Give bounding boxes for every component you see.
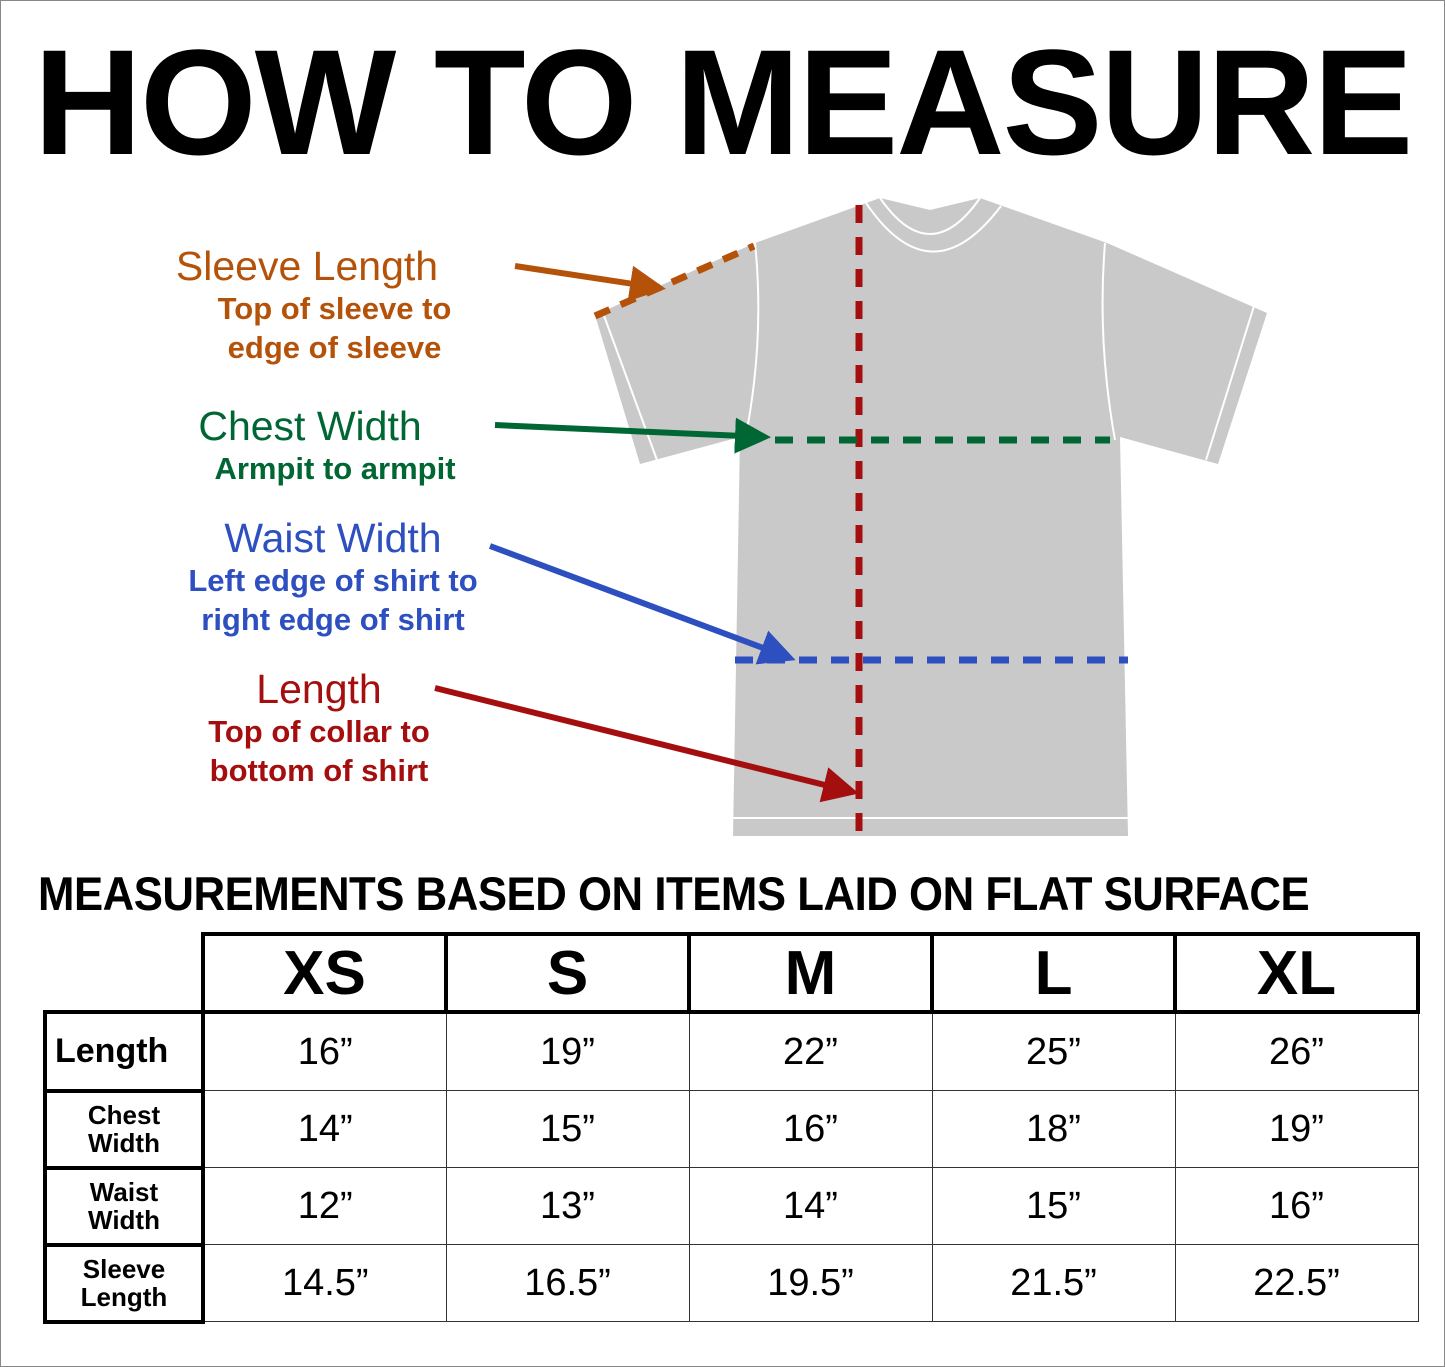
chest-arrow: [494, 417, 771, 454]
cell: 16”: [202, 1011, 447, 1091]
size-header: M: [687, 932, 934, 1014]
shirt-body: [595, 198, 1267, 836]
row-label: Waist Width: [43, 1165, 205, 1247]
size-header-row: XS S M L XL: [45, 932, 1420, 1014]
length-arrow: [434, 685, 859, 803]
length-label: Length Top of collar to bottom of shirt: [208, 666, 430, 788]
cell: 14”: [688, 1167, 933, 1245]
table-row: Chest Width 14” 15” 16” 18” 19”: [43, 1088, 1419, 1170]
size-header: XL: [1173, 932, 1420, 1014]
cell: 19”: [445, 1011, 690, 1091]
cell: 14.5”: [202, 1244, 447, 1322]
cell: 15”: [445, 1090, 690, 1168]
cell: 19.5”: [688, 1244, 933, 1322]
row-label: Length: [43, 1010, 205, 1093]
page-title: HOW TO MEASURE: [33, 18, 1414, 186]
cell: 22”: [688, 1011, 933, 1091]
table-row: Sleeve Length 14.5” 16.5” 19.5” 21.5” 22.…: [43, 1242, 1419, 1324]
cell: 12”: [202, 1167, 447, 1245]
cell: 14”: [202, 1090, 447, 1168]
size-header: XS: [201, 932, 448, 1014]
sleeve-length-label: Sleeve Length Top of sleeve to edge of s…: [175, 243, 452, 365]
cell: 26”: [1174, 1011, 1419, 1091]
cell: 21.5”: [931, 1244, 1176, 1322]
cell: 25”: [931, 1011, 1176, 1091]
size-header: L: [930, 932, 1177, 1014]
size-header: S: [444, 932, 691, 1014]
cell: 16.5”: [445, 1244, 690, 1322]
waist-width-label: Waist Width Left edge of shirt to right …: [188, 515, 478, 637]
cell: 16”: [688, 1090, 933, 1168]
sleeve-arrow: [514, 263, 666, 302]
size-chart-table: XS S M L XL Length 16” 19” 22” 25” 26” C…: [43, 932, 1420, 1324]
chest-width-label: Chest Width Armpit to armpit: [198, 403, 456, 486]
row-label: Sleeve Length: [43, 1242, 205, 1324]
cell: 13”: [445, 1167, 690, 1245]
shirt-diagram: [434, 197, 1267, 836]
cell: 16”: [1174, 1167, 1419, 1245]
sleeve-measure-line: [593, 242, 756, 320]
subtitle: MEASUREMENTS BASED ON ITEMS LAID ON FLAT…: [38, 867, 1310, 920]
waist-arrow: [488, 543, 796, 665]
row-label: Chest Width: [43, 1088, 205, 1170]
cell: 15”: [931, 1167, 1176, 1245]
cell: 22.5”: [1174, 1244, 1419, 1322]
table-row: Waist Width 12” 13” 14” 15” 16”: [43, 1165, 1419, 1247]
cell: 18”: [931, 1090, 1176, 1168]
cell: 19”: [1174, 1090, 1419, 1168]
table-row: Length 16” 19” 22” 25” 26”: [43, 1010, 1419, 1093]
